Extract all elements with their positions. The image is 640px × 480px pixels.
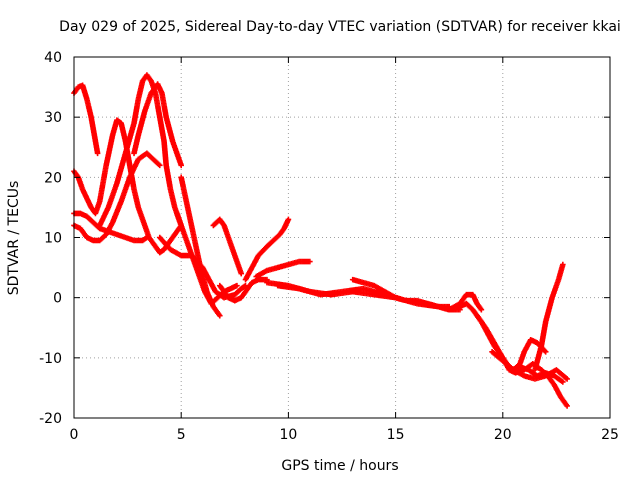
series-track-23 [538, 367, 570, 409]
series-track-1 [71, 82, 101, 157]
series-track-17 [446, 291, 485, 313]
y-tick-label: 30 [44, 110, 62, 126]
x-tick-label: 0 [70, 427, 79, 443]
series-track-22 [532, 261, 566, 373]
data-point [178, 162, 184, 169]
axis-ticks: 0 5 10 15 20 25 -20 -10 0 10 20 30 40 [39, 50, 619, 443]
series-track-5 [96, 72, 184, 229]
y-tick-label: 40 [44, 50, 62, 66]
series-track-11 [216, 276, 270, 304]
grid [74, 57, 610, 418]
y-tick-label: 10 [44, 231, 62, 247]
data-point [285, 216, 292, 223]
data-point [156, 162, 163, 169]
x-tick-label: 5 [177, 427, 186, 443]
series-track-4 [71, 210, 150, 244]
x-axis-label: GPS time / hours [281, 458, 398, 474]
data-point [216, 312, 223, 319]
series-track-12 [242, 216, 292, 283]
series-track-9 [178, 174, 223, 319]
data-point [564, 376, 570, 382]
data-point [238, 270, 245, 277]
data-point [307, 258, 313, 265]
series-track-3 [71, 150, 163, 244]
y-axis-label: SDTVAR / TECUs [6, 181, 22, 296]
data-point [144, 234, 150, 241]
data-point [564, 403, 570, 409]
series-track-6 [131, 81, 184, 169]
y-tick-label: 20 [44, 170, 62, 186]
chart-title: Day 029 of 2025, Sidereal Day-to-day VTE… [59, 19, 621, 35]
data-point [234, 282, 240, 289]
y-tick-label: -10 [39, 351, 62, 367]
data-point [94, 150, 101, 157]
series-track-20 [489, 349, 570, 382]
y-tick-label: -20 [39, 411, 62, 427]
data-point [560, 261, 566, 268]
y-tick-label: 0 [53, 291, 62, 307]
x-tick-label: 10 [279, 427, 297, 443]
data-point [542, 349, 549, 355]
x-tick-label: 15 [387, 427, 405, 443]
series-track-2 [71, 117, 184, 256]
data-points [71, 72, 570, 409]
series-track-13 [253, 258, 313, 280]
x-tick-label: 20 [494, 427, 512, 443]
series-track-10 [210, 216, 245, 277]
x-tick-label: 25 [601, 427, 619, 443]
data-point [478, 306, 485, 313]
data-point [560, 379, 566, 385]
